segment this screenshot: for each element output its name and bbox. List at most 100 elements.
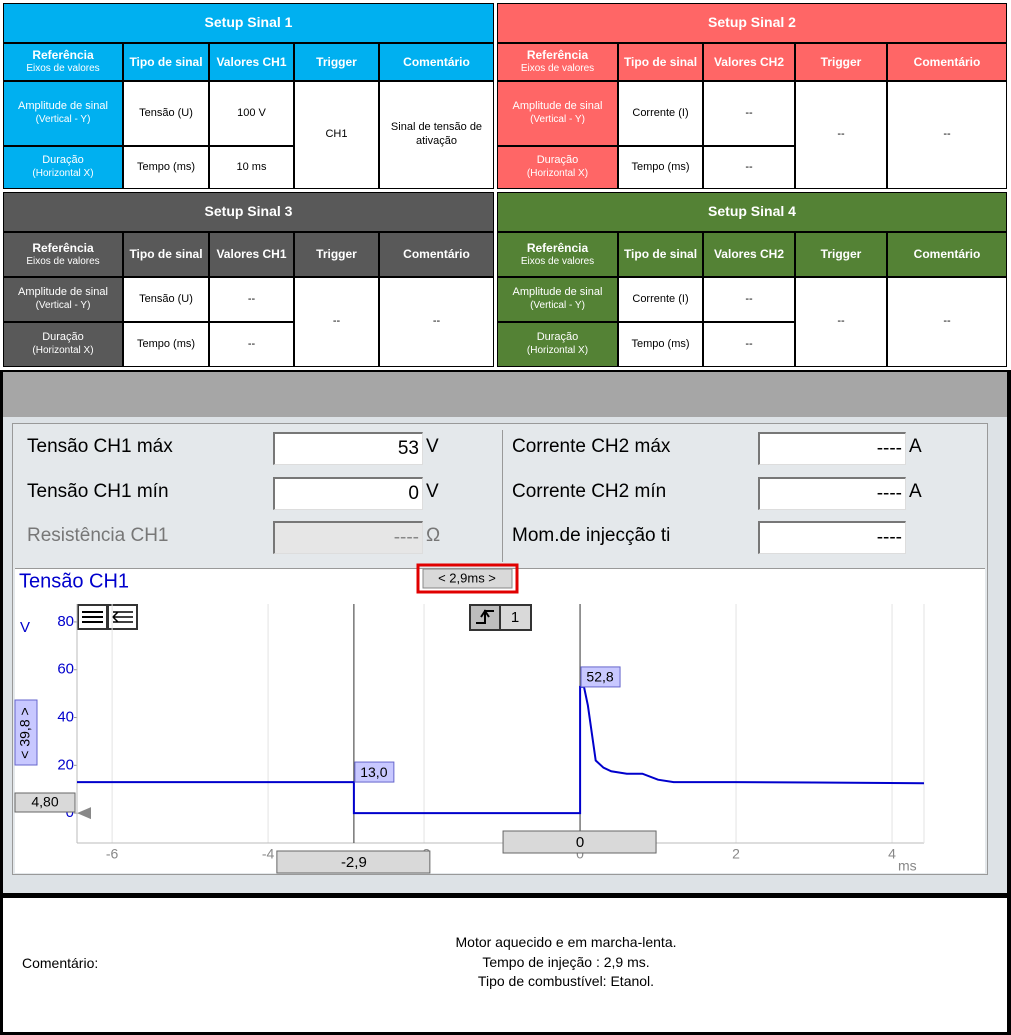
table-cell: 100 V (210, 82, 293, 145)
table-cell: -- (380, 278, 493, 366)
table-cell: Corrente (I) (619, 82, 702, 145)
table-cell: -- (210, 278, 293, 321)
table-cell: Duração (Horizontal X) (498, 147, 617, 188)
table-cell: CH1 (295, 82, 378, 188)
table-cell: Corrente (I) (619, 278, 702, 321)
measurement-label: Mom.de injecção ti (512, 525, 671, 546)
table-cell: Valores CH2 (704, 233, 794, 276)
table-cell: -- (704, 278, 794, 321)
table-cell: Amplitude de sinal (Vertical - Y) (498, 82, 617, 145)
table-cell: Duração (Horizontal X) (498, 323, 617, 366)
table-cell: Setup Sinal 2 (498, 4, 1006, 42)
row-sublabel: (Horizontal X) (526, 345, 589, 357)
measurement-label: Corrente CH2 mín (512, 481, 667, 502)
table-cell: Tensão (U) (124, 278, 208, 321)
table-cell: Tempo (ms) (124, 147, 208, 188)
row-label: Duração (42, 154, 84, 167)
table-cell: Tipo de sinal (124, 233, 208, 276)
row-sublabel: (Vertical - Y) (530, 114, 585, 126)
comment-line: Tipo de combustível: Etanol. (477, 973, 655, 989)
table-cell: -- (210, 323, 293, 366)
separator (502, 430, 503, 562)
setup-panel: Setup Sinal 1 Referência Eixos de valores T… (3, 3, 494, 189)
measurement-box: 0 (273, 477, 423, 510)
table-cell: Valores CH1 (210, 233, 293, 276)
measurement-unit: A (909, 481, 922, 502)
table-cell: -- (704, 323, 794, 366)
table-cell: Tipo de sinal (619, 233, 702, 276)
header-text: Referência (526, 48, 589, 63)
setup-panel: Setup Sinal 3 Referência Eixos de valores T… (3, 192, 494, 367)
header-subtext: Eixos de valores (520, 255, 595, 267)
table-cell: Comentário (380, 233, 493, 276)
table-cell: Comentário (888, 233, 1006, 276)
measurement-box: ---- (758, 477, 906, 510)
measurement-box: ---- (273, 521, 423, 554)
measurement-unit: A (909, 436, 922, 457)
comment-line: Tempo de injeção : 2,9 ms. (482, 953, 650, 970)
header-subtext: Eixos de valores (26, 63, 100, 75)
header-text: Referência (526, 240, 589, 255)
measurement-unit: Ω (426, 525, 441, 546)
measurement-box: ---- (758, 432, 906, 465)
comment-line: Motor aquecido e em marcha-lenta. (455, 934, 677, 950)
toolbar-band (3, 372, 1007, 417)
table-cell: Valores CH1 (210, 44, 293, 80)
row-sublabel: (Vertical - Y) (35, 300, 91, 312)
measurement-label: Corrente CH2 máx (512, 436, 671, 457)
table-cell: Setup Sinal 3 (4, 193, 493, 231)
table-cell: Referência Eixos de valores (498, 233, 617, 276)
table-cell: Trigger (295, 233, 378, 276)
table-cell: Duração (Horizontal X) (4, 147, 122, 188)
table-cell: Referência Eixos de valores (498, 44, 617, 80)
table-cell: Amplitude de sinal (Vertical - Y) (4, 278, 122, 321)
header-subtext: Eixos de valores (26, 255, 100, 267)
measurement-unit: V (426, 481, 439, 502)
table-cell: Sinal de tensão de ativação (380, 82, 493, 188)
measurement-label: Tensão CH1 máx (27, 436, 173, 457)
table-cell: -- (704, 82, 794, 145)
table-cell: Setup Sinal 1 (4, 4, 493, 42)
row-label: Amplitude de sinal (18, 286, 108, 299)
table-cell: Amplitude de sinal (Vertical - Y) (4, 82, 122, 145)
table-cell: Trigger (796, 233, 886, 276)
table-cell: Tempo (ms) (619, 323, 702, 366)
table-cell: -- (704, 147, 794, 188)
measurement-box: ---- (758, 521, 906, 554)
table-cell: Tipo de sinal (124, 44, 208, 80)
row-label: Amplitude de sinal (18, 100, 108, 113)
table-cell: -- (888, 82, 1006, 188)
table-cell: Duração (Horizontal X) (4, 323, 122, 366)
table-cell: Setup Sinal 4 (498, 193, 1006, 231)
measurement-label: Tensão CH1 mín (27, 481, 169, 502)
setup-panel: Setup Sinal 2 Referência Eixos de valores T… (497, 3, 1007, 189)
row-label: Duração (536, 331, 579, 344)
row-sublabel: (Horizontal X) (32, 168, 94, 180)
table-cell: -- (796, 278, 886, 366)
table-cell: Trigger (796, 44, 886, 80)
row-sublabel: (Horizontal X) (32, 345, 94, 357)
row-sublabel: (Vertical - Y) (530, 300, 585, 312)
table-cell: Valores CH2 (704, 44, 794, 80)
comment-label: Comentário: (22, 955, 99, 971)
header-text: Referência (32, 240, 94, 255)
header-subtext: Eixos de valores (520, 63, 595, 75)
measurement-unit: V (426, 436, 439, 457)
measurement-box: 53 (273, 432, 423, 465)
row-label: Amplitude de sinal (512, 100, 603, 113)
table-cell: 10 ms (210, 147, 293, 188)
setup-panel: Setup Sinal 4 Referência Eixos de valores T… (497, 192, 1007, 367)
table-cell: Tempo (ms) (619, 147, 702, 188)
table-cell: Trigger (295, 44, 378, 80)
table-cell: Comentário (380, 44, 493, 80)
row-sublabel: (Vertical - Y) (35, 114, 91, 126)
row-sublabel: (Horizontal X) (526, 168, 589, 180)
table-cell: Tipo de sinal (619, 44, 702, 80)
header-text: Referência (32, 48, 94, 63)
row-label: Duração (42, 331, 84, 344)
measurement-label: Resistência CH1 (27, 525, 169, 546)
table-cell: -- (295, 278, 378, 366)
table-cell: -- (796, 82, 886, 188)
table-cell: Amplitude de sinal (Vertical - Y) (498, 278, 617, 321)
